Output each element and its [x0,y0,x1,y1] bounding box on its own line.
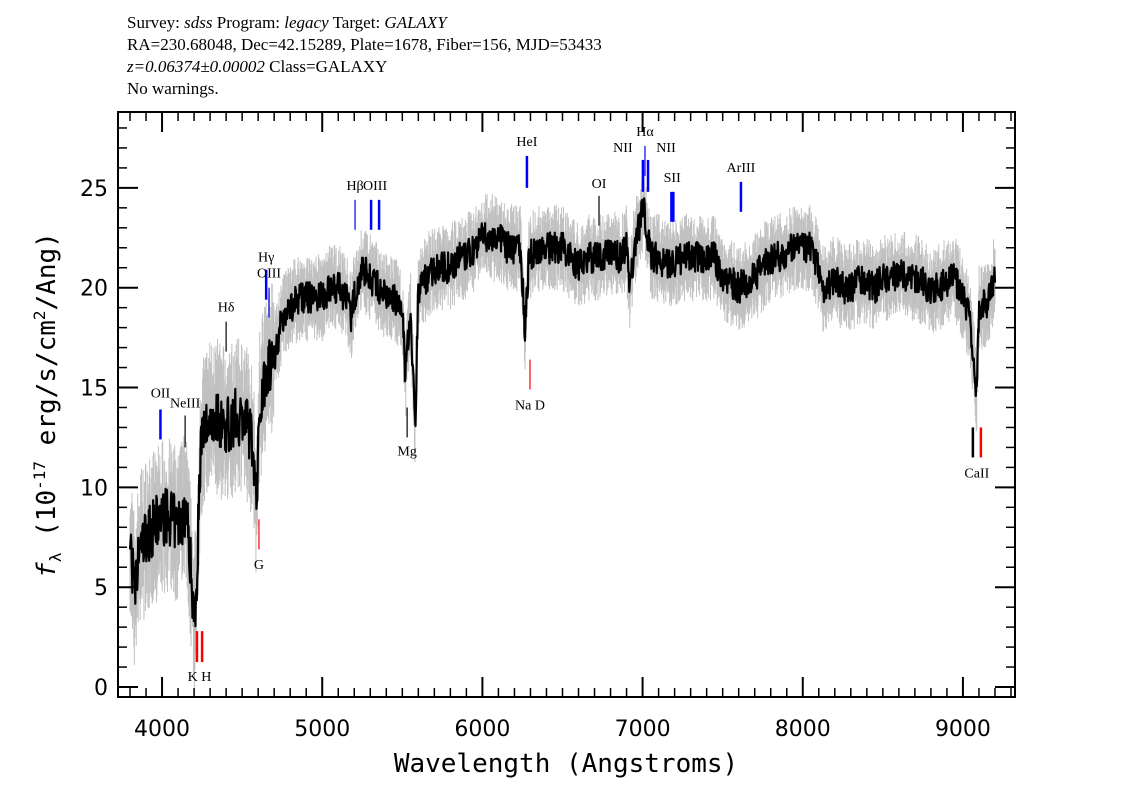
marker-label: Hγ [258,251,274,266]
y-tick-label: 5 [94,576,108,601]
spectral-line-marker: G [254,519,264,573]
spectral-line-marker: SII [664,171,681,222]
spectral-line-marker: OIII [363,179,387,230]
header-survey-line: Survey: sdss Program: legacy Target: GAL… [127,12,602,34]
spectral-line-marker: OIII [257,267,281,318]
marker-label: Mg [397,444,416,459]
marker-label: Hα [636,125,654,140]
survey-value: sdss [184,13,213,32]
spectral-line-marker: ArIII [727,161,756,212]
spectral-line-marker: Hδ [218,301,235,352]
spectral-line-marker: NII [613,141,645,192]
spectral-line-marker: K H [188,631,212,685]
survey-label: Survey: [127,13,185,32]
marker-label: G [254,558,264,573]
target-label: Target: [328,13,385,32]
spectral-line-marker: OII [151,387,171,440]
spectral-line-marker: Hγ [258,251,274,300]
spectrum-header: Survey: sdss Program: legacy Target: GAL… [127,12,602,100]
x-tick-label: 4000 [134,717,190,742]
marker-label: CaII [964,466,989,481]
marker-label: SII [664,171,681,186]
spectral-line-marker: NII [646,141,676,192]
spectral-line-marker: Hβ [346,179,364,230]
marker-label: OII [151,387,171,402]
spectral-line-marker: NeIII [170,396,201,448]
marker-label: Hδ [218,301,235,316]
header-warnings-line: No warnings. [127,79,219,98]
axis-ticks: 4000 5000 6000 7000 8000 9000 0 5 10 15 20 25 [80,112,1015,742]
program-value: legacy [284,13,329,32]
x-tick-label: 9000 [935,717,991,742]
flux-line [128,197,997,628]
marker-label: OIII [257,267,281,282]
header-redshift-line: z=0.06374±0.00002 Class=GALAXY [127,56,602,78]
x-tick-label: 6000 [454,717,510,742]
spectral-line-marker: CaII [964,427,990,481]
marker-label: Hβ [346,179,363,194]
x-tick-label: 8000 [775,717,831,742]
spectral-line-marker: Hα [636,125,654,176]
spectral-line-marker: HeI [516,135,538,188]
marker-label: OI [592,177,607,192]
x-tick-label: 5000 [294,717,350,742]
header-coordinates-line: RA=230.68048, Dec=42.15289, Plate=1678, … [127,35,602,54]
marker-label: OIII [363,179,387,194]
y-axis-title: fλ (10-17 erg/s/cm2/Ang) [30,232,65,578]
x-tick-label: 7000 [615,717,671,742]
marker-label: HeI [516,135,537,150]
target-value: GALAXY [384,13,447,32]
flux-series [128,197,997,628]
spectral-line-marker: Mg [397,407,417,459]
spectral-line-marker: OI [592,177,607,226]
y-tick-label: 0 [94,676,108,701]
y-tick-label: 10 [80,476,108,501]
y-tick-label: 25 [80,177,108,202]
marker-label: K H [188,670,212,685]
y-tick-label: 20 [80,277,108,302]
marker-label: NII [656,141,676,156]
plot-frame [117,111,1016,698]
marker-label: NII [613,141,633,156]
spectral-line-marker: Na D [515,359,545,413]
y-tick-label: 15 [80,377,108,402]
class-value: Class=GALAXY [264,57,388,76]
x-axis-title: Wavelength (Angstroms) [394,749,738,779]
marker-label: ArIII [727,161,756,176]
program-label: Program: [212,13,285,32]
marker-label: Na D [515,398,545,413]
redshift-value: z=0.06374±0.00002 [127,57,265,76]
marker-label: NeIII [170,396,201,411]
